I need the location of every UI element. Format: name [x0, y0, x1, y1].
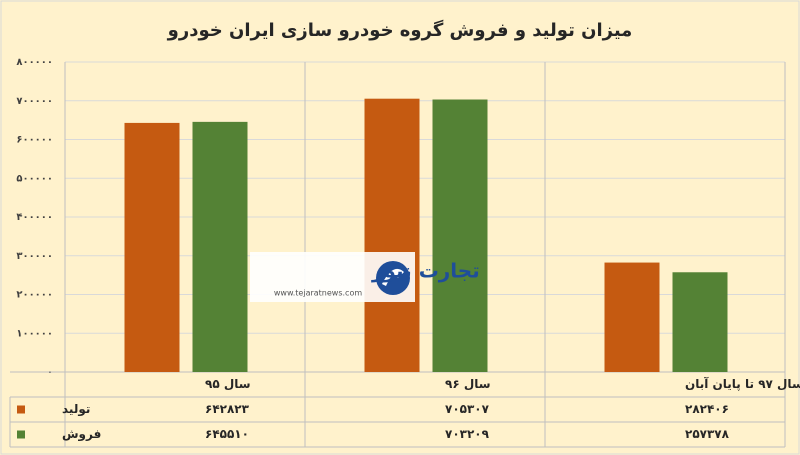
watermark-icon-mark	[382, 268, 404, 286]
bar	[192, 121, 248, 373]
table-value: ۶۴۵۵۱۰	[205, 427, 249, 441]
table-value: ۷۰۳۲۰۹	[445, 427, 490, 441]
legend-label: تولید	[62, 402, 90, 417]
category-label: سال ۹۶	[445, 377, 491, 391]
y-tick-label: ۳۰۰۰۰۰	[16, 251, 53, 262]
bar	[124, 122, 180, 372]
y-tick-label: ۸۰۰۰۰۰	[16, 57, 53, 68]
table-value: ۲۸۲۴۰۶	[685, 402, 729, 416]
table-value: ۶۴۲۸۲۳	[205, 402, 250, 416]
bar	[364, 98, 420, 372]
watermark-brand: تجارت نیوز	[371, 259, 480, 283]
bar	[672, 272, 728, 372]
y-tick-label: ۲۰۰۰۰۰	[16, 290, 53, 301]
category-label: سال ۹۵	[205, 377, 251, 391]
legend-label: فروش	[62, 427, 101, 442]
legend-swatch	[17, 430, 25, 439]
category-label: از ابتدای سال ۹۷ تا پایان آبان	[685, 376, 800, 391]
y-tick-label: ۱۰۰۰۰۰	[16, 328, 53, 339]
table-value: ۲۵۷۳۷۸	[685, 427, 730, 441]
y-tick-label: ۶۰۰۰۰۰	[16, 135, 53, 146]
table-value: ۷۰۵۳۰۷	[445, 402, 490, 416]
legend-swatch	[17, 405, 25, 414]
chart-title: میزان تولید و فروش گروه خودرو سازی ایران…	[167, 19, 633, 41]
watermark-icon	[376, 261, 410, 295]
watermark-url: www.tejaratnews.com	[274, 289, 362, 298]
y-tick-label: ۷۰۰۰۰۰	[16, 96, 53, 107]
bar	[432, 99, 488, 372]
bar	[604, 262, 660, 372]
y-tick-label: ۵۰۰۰۰۰	[16, 173, 53, 184]
y-tick-label: ۴۰۰۰۰۰	[16, 212, 53, 223]
